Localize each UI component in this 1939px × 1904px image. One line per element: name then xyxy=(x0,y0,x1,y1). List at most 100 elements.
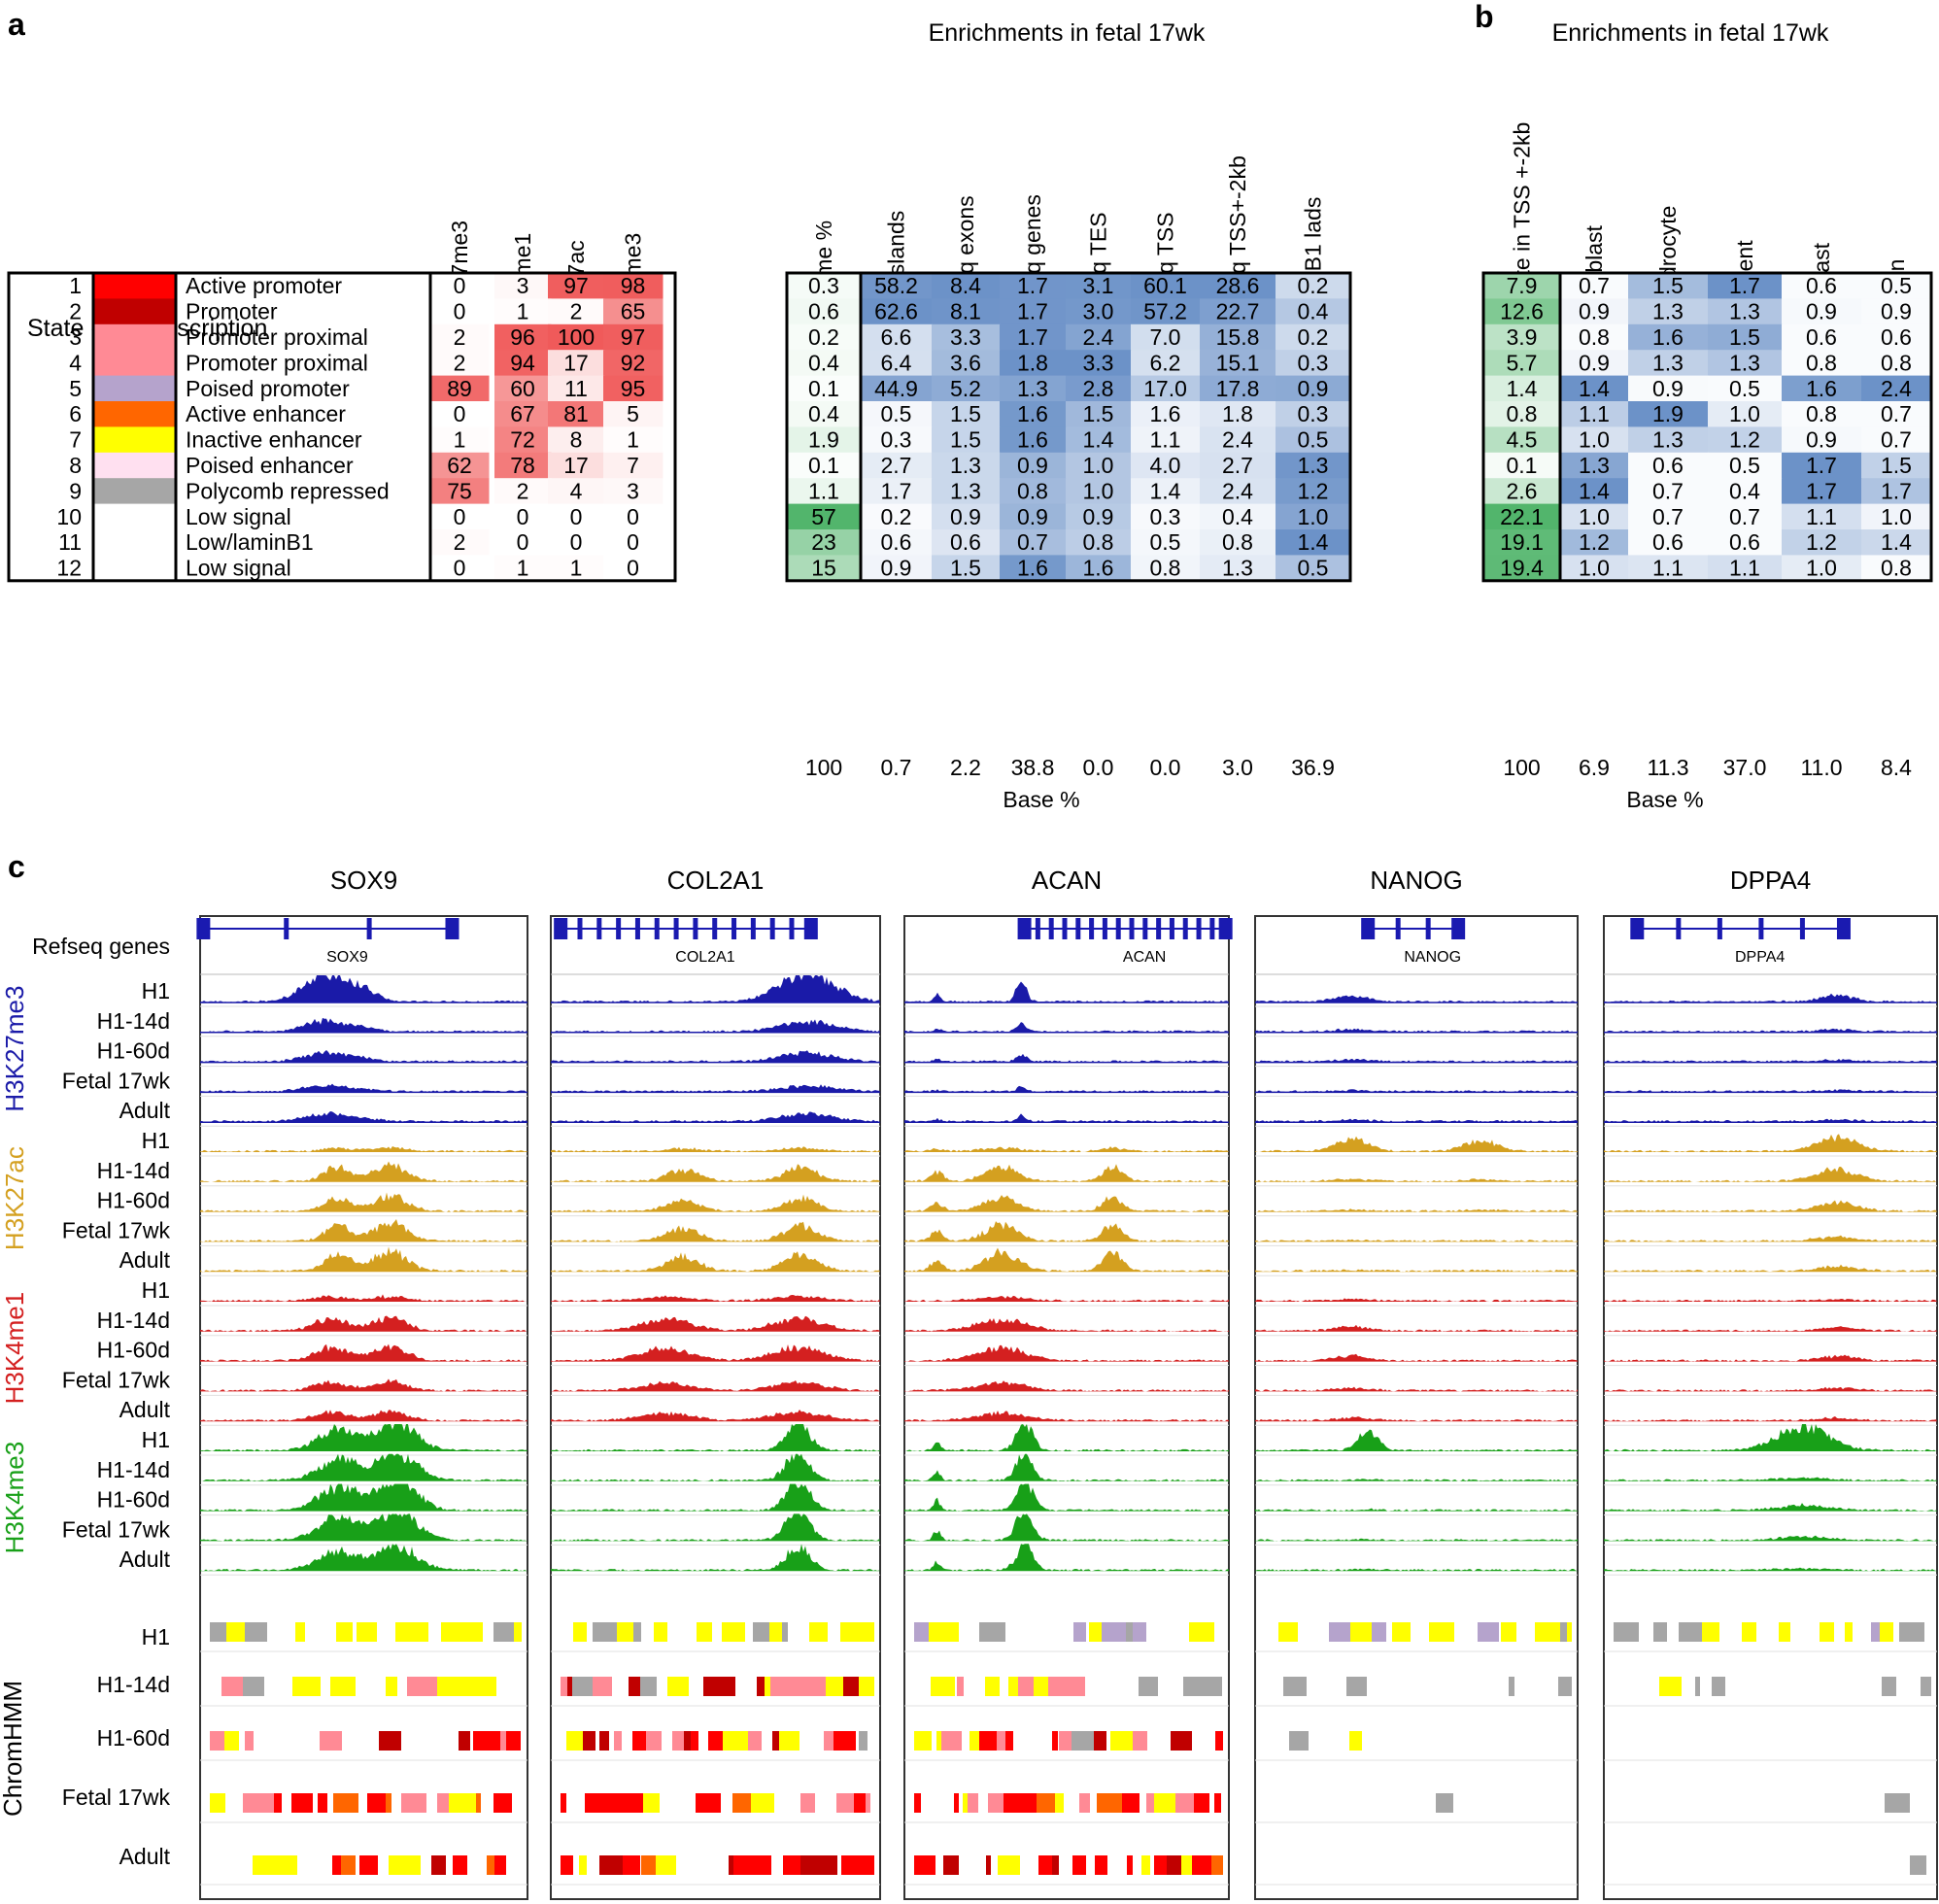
enrichment-cell xyxy=(1276,503,1351,530)
emission-cell xyxy=(430,401,490,427)
track-sample-label: Adult xyxy=(119,1098,171,1123)
enrichment-cell xyxy=(787,478,862,505)
chromhmm-segment xyxy=(395,1855,421,1875)
enrichments-header: Enrichments in fetal 17wk xyxy=(929,19,1206,47)
emission-cell xyxy=(430,426,490,454)
enrichment-cell xyxy=(861,273,933,299)
enrichment-value: 0.5 xyxy=(1150,529,1181,555)
gene-name: NANOG xyxy=(1404,949,1461,966)
chromhmm-segment xyxy=(914,1731,932,1751)
emission-value: 1 xyxy=(517,556,529,581)
emission-cell xyxy=(494,273,552,299)
signal-track xyxy=(904,1164,1229,1182)
chromhmm-segment xyxy=(800,1793,815,1813)
chromhmm-segment xyxy=(614,1793,622,1813)
emission-cell xyxy=(430,375,490,402)
chromhmm-segment xyxy=(226,1622,245,1642)
enrichment-value: 0.9 xyxy=(1083,504,1114,529)
enrichment-value: 0.9 xyxy=(950,504,981,529)
chromhmm-segment xyxy=(1899,1622,1924,1642)
chromhmm-segment xyxy=(614,1731,622,1751)
chromhmm-segment xyxy=(210,1731,224,1751)
chromhmm-segment xyxy=(632,1731,646,1751)
signal-track xyxy=(200,1294,527,1302)
chromhmm-segment xyxy=(843,1677,859,1696)
enrichment-cell xyxy=(932,503,1001,530)
cell-type-enrichment-cell xyxy=(1861,503,1932,530)
emission-value: 75 xyxy=(447,478,472,503)
state-description: Promoter xyxy=(186,299,278,324)
signal-track xyxy=(1255,1178,1578,1182)
chromhmm-segment xyxy=(998,1855,1009,1875)
chromhmm-segment xyxy=(500,1731,506,1751)
emission-value: 72 xyxy=(510,427,535,453)
chromhmm-segment xyxy=(441,1622,459,1642)
cell-type-enrichment-value: 1.7 xyxy=(1806,478,1837,503)
enrichment-value: 3.3 xyxy=(950,324,981,350)
signal-track xyxy=(904,1483,1229,1512)
chromhmm-segment xyxy=(629,1677,640,1696)
chromhmm-segment xyxy=(931,1677,955,1696)
enrichment-cell xyxy=(1200,401,1276,427)
chromhmm-segment xyxy=(336,1622,353,1642)
cell-type-enrichment-value: 0.7 xyxy=(1652,504,1684,529)
enrichment-cell xyxy=(1066,503,1132,530)
histone-mark-group-label: H3K4me1 xyxy=(0,1292,29,1405)
cell-type-enrichment-cell xyxy=(1782,350,1862,377)
chromhmm-segment xyxy=(1880,1622,1893,1642)
cell-type-enrichment-value: 1.1 xyxy=(1729,556,1760,581)
cell-type-enrichment-value: 0.9 xyxy=(1806,427,1837,453)
cell-type-enrichment-value: 1.3 xyxy=(1652,427,1684,453)
cell-type-enrichment-value: 1.1 xyxy=(1652,556,1684,581)
enrichment-cell xyxy=(787,350,862,377)
gene-exon xyxy=(1395,918,1401,939)
chromhmm-segment xyxy=(1146,1793,1154,1813)
enrichment-value: 0.3 xyxy=(808,273,839,298)
emission-value: 0 xyxy=(627,504,639,529)
signal-track xyxy=(1604,1386,1937,1392)
chromhmm-segment xyxy=(221,1677,243,1696)
chromhmm-segment xyxy=(854,1793,866,1813)
track-sample-label: H1 xyxy=(142,1277,170,1303)
chromhmm-segment xyxy=(506,1731,521,1751)
signal-track xyxy=(200,1111,527,1123)
state-color-swatch xyxy=(93,273,176,299)
cell-type-enrichment-cell xyxy=(1483,529,1561,556)
gene-exon xyxy=(1676,918,1682,939)
enrichment-cell xyxy=(787,452,862,479)
enrichment-value: 1.3 xyxy=(950,453,981,478)
chromhmm-segment xyxy=(1110,1731,1133,1751)
chromhmm-segment xyxy=(210,1793,225,1813)
enrichment-value: 1.0 xyxy=(1083,478,1114,503)
chromhmm-segment xyxy=(1189,1622,1214,1642)
chromhmm-segment xyxy=(1139,1677,1158,1696)
cell-type-enrichment-cell xyxy=(1782,426,1862,454)
chromhmm-segment xyxy=(395,1622,421,1642)
state-color-swatch xyxy=(93,401,176,427)
enrichment-value: 0.2 xyxy=(808,324,839,350)
emission-cell xyxy=(603,503,663,530)
enrichment-cell xyxy=(1200,323,1276,351)
enrichment-cell xyxy=(1200,350,1276,377)
chromhmm-segment xyxy=(1095,1855,1107,1875)
enrichment-cell xyxy=(1000,298,1067,325)
cell-type-enrichment-cell xyxy=(1782,401,1862,427)
enrichment-value: 0.8 xyxy=(1150,556,1181,581)
chromhmm-segment xyxy=(1709,1622,1719,1642)
chromhmm-segment xyxy=(1072,1855,1080,1875)
cell-type-enrichment-value: 1.7 xyxy=(1806,453,1837,478)
chromhmm-segment xyxy=(1048,1677,1068,1696)
enrichment-value: 3.3 xyxy=(1083,350,1114,375)
enrichment-cell xyxy=(1276,426,1351,454)
chromhmm-segment xyxy=(723,1731,748,1751)
enrichment-cell xyxy=(1000,555,1067,582)
signal-track xyxy=(1604,1028,1937,1033)
cell-type-enrichment-cell xyxy=(1861,375,1932,402)
gene-exon xyxy=(284,918,289,939)
cell-type-enrichment-value: 1.5 xyxy=(1881,453,1912,478)
emission-cell xyxy=(494,426,552,454)
signal-track xyxy=(200,1218,527,1242)
cell-type-enrichment-cell xyxy=(1861,323,1932,351)
enrichment-value: 58.2 xyxy=(874,273,918,298)
chromhmm-segment xyxy=(1005,1622,1022,1642)
